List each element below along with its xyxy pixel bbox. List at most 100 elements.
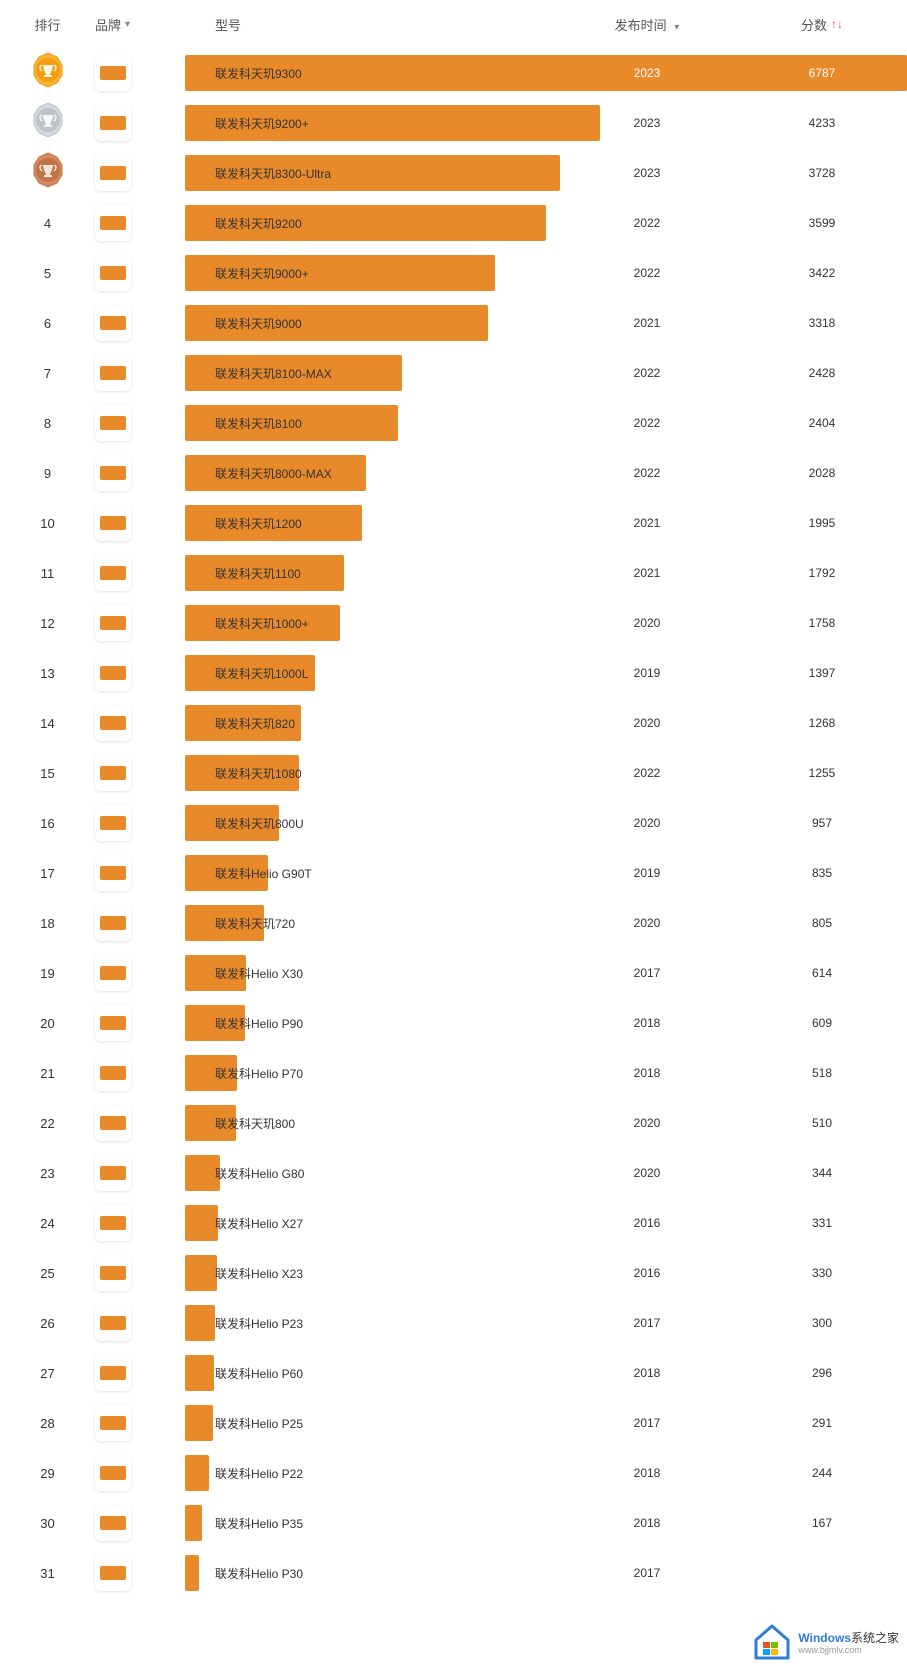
table-row[interactable]: 15联发科天玑108020221255 [0,748,907,798]
brand-badge [95,655,131,691]
table-row[interactable]: 17联发科Helio G90T2019835 [0,848,907,898]
table-row[interactable]: 4联发科天玑920020223599 [0,198,907,248]
rank-cell: 20 [0,1016,95,1031]
watermark-logo-icon [752,1624,792,1660]
table-row[interactable]: 10联发科天玑120020211995 [0,498,907,548]
score-value: 3599 [737,216,907,230]
brand-badge [95,155,131,191]
table-row[interactable]: 11联发科天玑110020211792 [0,548,907,598]
brand-badge [95,555,131,591]
table-row[interactable]: 26联发科Helio P232017300 [0,1298,907,1348]
year-value: 2018 [557,1016,737,1030]
rank-cell: 27 [0,1366,95,1381]
brand-cell [95,405,185,441]
mediatek-logo-icon [100,516,126,530]
year-value: 2017 [557,966,737,980]
score-value: 4233 [737,116,907,130]
model-label: 联发科天玑9000+ [215,265,309,282]
table-row[interactable]: 19联发科Helio X302017614 [0,948,907,998]
rank-cell: 23 [0,1166,95,1181]
mediatek-logo-icon [100,666,126,680]
bar-area: 联发科天玑8100-MAX20222428 [185,355,907,391]
brand-badge [95,1005,131,1041]
table-row[interactable]: 31联发科Helio P302017 [0,1548,907,1598]
table-row[interactable]: 16联发科天玑800U2020957 [0,798,907,848]
rank-cell: 7 [0,366,95,381]
brand-badge [95,755,131,791]
brand-cell [95,355,185,391]
table-row[interactable]: 7 联发科天玑8100-MAX20222428 [0,348,907,398]
chevron-down-icon: ▾ [125,19,130,30]
table-row[interactable]: 8联发科天玑810020222404 [0,398,907,448]
score-value: 1758 [737,616,907,630]
year-value: 2017 [557,1316,737,1330]
brand-badge [95,805,131,841]
table-row[interactable]: 14联发科天玑82020201268 [0,698,907,748]
year-value: 2018 [557,1366,737,1380]
rank-number: 5 [44,266,51,281]
rank-cell: 30 [0,1516,95,1531]
header-score[interactable]: 分数 ↑↓ [737,15,907,34]
model-label: 联发科天玑9000 [215,315,302,332]
table-row[interactable]: 6联发科天玑900020213318 [0,298,907,348]
rank-number: 9 [44,466,51,481]
table-row[interactable]: 23联发科Helio G802020344 [0,1148,907,1198]
table-row[interactable]: 联发科天玑930020236787 [0,48,907,98]
model-label: 联发科Helio P23 [215,1315,303,1332]
score-value: 1268 [737,716,907,730]
brand-cell [95,1505,185,1541]
mediatek-logo-icon [100,1316,126,1330]
rank-number: 16 [40,816,54,831]
rank-cell: 10 [0,516,95,531]
header-year[interactable]: 发布时间 ▾ [557,15,737,34]
mediatek-logo-icon [100,216,126,230]
score-value: 835 [737,866,907,880]
table-row[interactable]: 13联发科天玑1000L20191397 [0,648,907,698]
bar-area: 联发科Helio X232016330 [185,1255,907,1291]
rank-cell [0,101,95,145]
table-row[interactable]: 5联发科天玑9000+20223422 [0,248,907,298]
brand-badge [95,705,131,741]
year-value: 2018 [557,1466,737,1480]
brand-cell [95,1105,185,1141]
year-value: 2016 [557,1266,737,1280]
score-value: 805 [737,916,907,930]
table-row[interactable]: 24联发科Helio X272016331 [0,1198,907,1248]
brand-cell [95,255,185,291]
mediatek-logo-icon [100,916,126,930]
watermark-url: www.bjjmlv.com [798,1646,899,1656]
bar-area: 联发科天玑1000L20191397 [185,655,907,691]
bar-area: 联发科天玑810020222404 [185,405,907,441]
table-row[interactable]: 30联发科Helio P352018167 [0,1498,907,1548]
table-row[interactable]: 22联发科天玑8002020510 [0,1098,907,1148]
table-row[interactable]: 25 联发科Helio X232016330 [0,1248,907,1298]
bar-area: 联发科天玑920020223599 [185,205,907,241]
year-value: 2021 [557,516,737,530]
table-row[interactable]: 20 联发科Helio P902018609 [0,998,907,1048]
model-label: 联发科天玑8100 [215,415,302,432]
rank-cell: 14 [0,716,95,731]
model-label: 联发科天玑1000+ [215,615,309,632]
table-row[interactable]: 12联发科天玑1000+20201758 [0,598,907,648]
header-model: 型号 [185,15,557,34]
bar-area: 联发科Helio P902018609 [185,1005,907,1041]
rank-number: 25 [40,1266,54,1281]
table-row[interactable]: 9联发科天玑8000-MAX20222028 [0,448,907,498]
table-row[interactable]: 联发科天玑8300-Ultra20233728 [0,148,907,198]
table-row[interactable]: 27联发科Helio P602018296 [0,1348,907,1398]
rank-number: 20 [40,1016,54,1031]
table-row[interactable]: 18联发科天玑7202020805 [0,898,907,948]
model-label: 联发科Helio X30 [215,965,303,982]
table-row[interactable]: 28联发科Helio P252017291 [0,1398,907,1448]
model-label: 联发科天玑820 [215,715,295,732]
brand-cell [95,1305,185,1341]
header-brand[interactable]: 品牌 ▾ [95,15,185,34]
mediatek-logo-icon [100,716,126,730]
table-row[interactable]: 21联发科Helio P702018518 [0,1048,907,1098]
year-value: 2018 [557,1516,737,1530]
table-row[interactable]: 29联发科Helio P222018244 [0,1448,907,1498]
mediatek-logo-icon [100,366,126,380]
table-row[interactable]: 联发科天玑9200+20234233 [0,98,907,148]
bronze-medal-icon [24,151,72,195]
rank-number: 26 [40,1316,54,1331]
